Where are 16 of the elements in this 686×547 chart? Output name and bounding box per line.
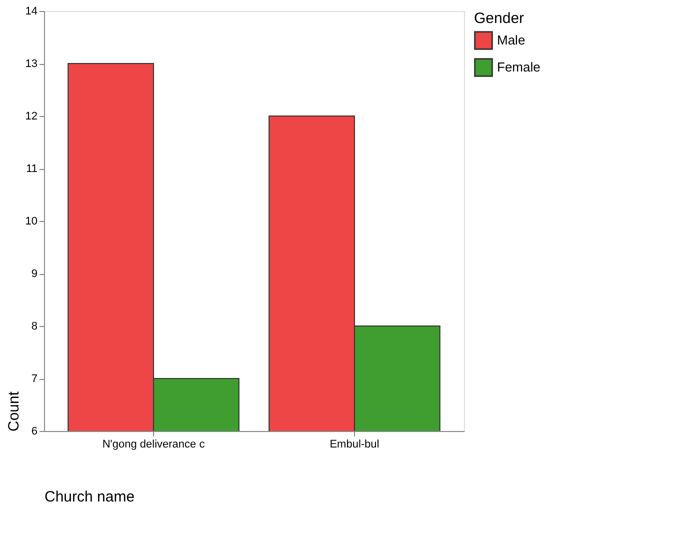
y-tick-label: 7 bbox=[31, 373, 38, 385]
y-tick-label: 12 bbox=[25, 110, 38, 122]
y-tick-label: 14 bbox=[25, 6, 38, 18]
y-tick-label: 9 bbox=[31, 268, 38, 280]
y-tick-label: 13 bbox=[25, 58, 38, 70]
y-tick-label: 8 bbox=[31, 320, 38, 332]
x-tick-label: Embul-bul bbox=[330, 438, 380, 450]
legend-label: Male bbox=[497, 32, 526, 48]
x-axis-title: Church name bbox=[44, 488, 135, 506]
x-tick-label: N'gong deliverance c bbox=[102, 438, 206, 450]
y-tick-label: 6 bbox=[31, 426, 38, 438]
legend-label: Female bbox=[497, 60, 540, 74]
y-tick-label: 10 bbox=[25, 216, 38, 228]
y-tick-label: 11 bbox=[26, 163, 38, 175]
legend-title: Gender bbox=[474, 10, 524, 27]
y-axis-title: Count bbox=[5, 390, 22, 432]
